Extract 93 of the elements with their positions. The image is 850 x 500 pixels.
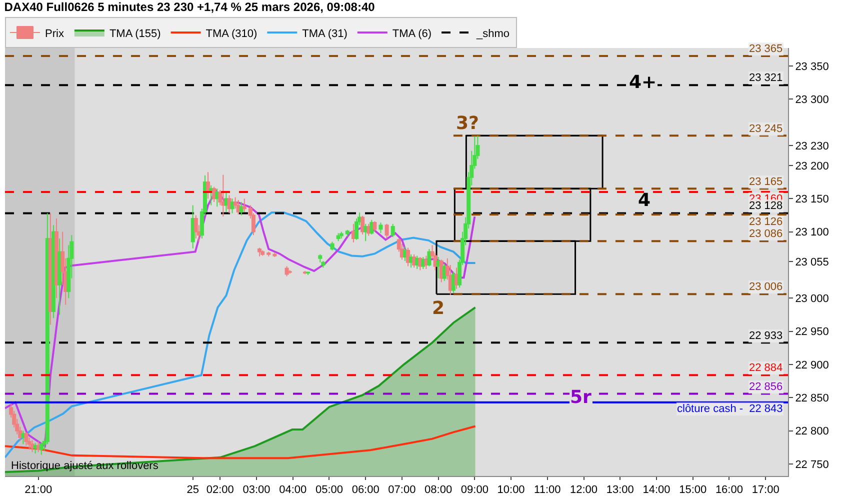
annotation: 2	[432, 298, 445, 319]
candlestick	[227, 194, 232, 214]
candlestick	[21, 430, 26, 445]
x-tick-label: 14:00	[642, 484, 670, 496]
candlestick	[436, 256, 440, 279]
candlestick	[364, 223, 368, 242]
y-tick-label: 23 200	[795, 160, 829, 172]
candlestick	[288, 270, 292, 274]
x-tick-label: 10:00	[497, 484, 525, 496]
candlestick	[221, 174, 226, 218]
annotation: 4	[638, 190, 651, 211]
candlestick	[427, 248, 432, 267]
x-tick-label: 25	[186, 484, 199, 496]
candlestick	[406, 247, 410, 267]
ref-line-label: clôture cash - 22 843	[677, 403, 783, 415]
y-tick-label: 23 230	[795, 140, 829, 152]
ref-line-label: 22 856	[749, 381, 783, 393]
candlestick	[190, 204, 195, 249]
x-tick-label: 13:00	[606, 484, 634, 496]
legend-label: _shmo	[476, 28, 510, 40]
x-tick-label: 06:00	[352, 484, 380, 496]
y-tick-label: 22 950	[795, 326, 829, 338]
candlestick	[330, 241, 334, 251]
line-series	[5, 425, 476, 460]
candlestick	[209, 184, 214, 206]
candlestick	[239, 201, 244, 216]
annotation: 4+	[629, 72, 657, 93]
data-label: 23 086	[749, 228, 783, 240]
candlestick	[206, 172, 210, 200]
legend-label: TMA (155)	[109, 28, 161, 40]
chart-title: DAX40 Full0626 5 minutes 23 230 +1,74 % 25 mars 2026, 09:08:40	[4, 0, 376, 14]
candlestick	[372, 220, 377, 232]
x-tick-label: 05:00	[315, 484, 343, 496]
legend-label: TMA (31)	[302, 28, 348, 40]
data-label: 22 933	[749, 330, 783, 342]
x-tick-label: 02:00	[206, 484, 234, 496]
y-tick-label: 23 100	[795, 226, 829, 239]
x-tick-label: 12:00	[570, 484, 598, 496]
y-tick-label: 22 750	[795, 458, 829, 471]
y-tick-label: 23 350	[795, 60, 829, 73]
x-tick-label: 15:00	[679, 484, 707, 496]
x-tick-label: 17:00	[752, 484, 780, 496]
x-tick-label: 07:00	[388, 484, 416, 496]
x-tick-label: 09:00	[460, 484, 488, 496]
candlestick	[194, 214, 198, 239]
candlestick	[30, 440, 34, 453]
candlestick	[58, 238, 62, 316]
candlestick	[339, 231, 344, 239]
candlestick	[260, 250, 265, 256]
y-tick-label: 22 900	[795, 359, 829, 372]
y-tick-label: 23 055	[795, 256, 829, 269]
candlestick	[242, 198, 246, 212]
y-tick-label: 22 800	[795, 426, 829, 438]
data-label: 23 321	[749, 72, 783, 84]
data-label: 23 006	[749, 281, 783, 293]
annotation: 3?	[456, 113, 479, 134]
data-label: 23 165	[749, 176, 783, 188]
x-tick-label: 03:00	[242, 484, 270, 496]
y-tick-label: 23 150	[795, 193, 829, 206]
x-tick-label: 11:00	[534, 484, 561, 496]
candlestick	[306, 271, 310, 276]
ref-line-label: 22 884	[749, 362, 783, 374]
data-label: 23 128	[749, 200, 783, 212]
x-tick-label: 21:00	[24, 484, 52, 496]
legend-label: TMA (6)	[392, 28, 432, 40]
candlestick	[266, 251, 271, 257]
candlestick	[272, 252, 277, 258]
candlestick	[33, 442, 38, 454]
candlestick	[336, 232, 340, 242]
ref-line-label: 23 365	[749, 43, 783, 55]
candlestick	[378, 222, 383, 234]
x-tick-label: 08:00	[424, 484, 452, 496]
legend-label: TMA (310)	[206, 28, 258, 40]
y-tick-label: 23 000	[795, 293, 829, 306]
x-tick-label: 04:00	[279, 484, 307, 496]
candlestick	[351, 223, 356, 243]
candlestick	[224, 191, 228, 212]
y-tick-label: 22 850	[795, 392, 829, 405]
candlestick	[345, 229, 350, 237]
candlestick	[390, 223, 395, 238]
data-label: 23 126	[749, 216, 783, 228]
candlestick	[230, 198, 234, 214]
legend-label: Prix	[45, 28, 64, 40]
y-tick-label: 23 300	[795, 94, 829, 106]
x-tick-label: 16:00	[715, 484, 743, 496]
candlestick	[360, 215, 365, 235]
candlestick	[39, 442, 44, 456]
candlestick	[24, 432, 28, 446]
candlestick	[258, 247, 262, 257]
candlestick	[384, 223, 389, 239]
candlestick	[284, 266, 289, 277]
data-label: 23 245	[749, 123, 783, 135]
annotation: 5r	[570, 387, 592, 408]
